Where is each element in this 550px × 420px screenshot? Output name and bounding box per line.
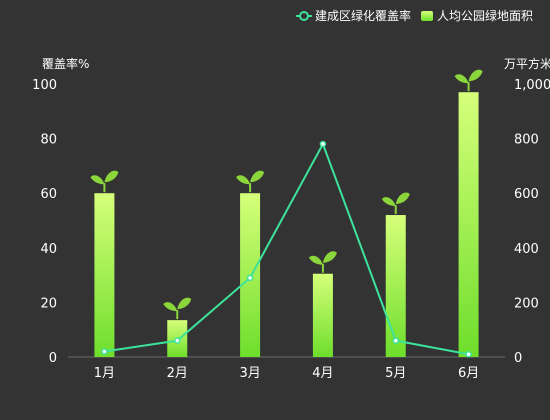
- legend-label-bar: 人均公园绿地面积: [437, 8, 533, 23]
- legend-item-bar[interactable]: 人均公园绿地面积: [421, 8, 533, 23]
- line-point[interactable]: [392, 337, 399, 344]
- bar-sprout-icons: [90, 69, 483, 320]
- right-axis-tick-label: 400: [514, 242, 539, 257]
- left-axis-tick-label: 60: [40, 187, 57, 202]
- right-axis-tick-label: 0: [514, 351, 522, 366]
- sprout-icon: [163, 297, 192, 320]
- legend: 建成区绿化覆盖率 人均公园绿地面积: [296, 8, 533, 23]
- right-axis-unit: 万平方米: [504, 56, 550, 71]
- right-axis-tick-label: 600: [514, 187, 539, 202]
- left-axis-tick-label: 80: [40, 133, 57, 148]
- right-axis-tick-label: 200: [514, 296, 539, 311]
- right-axis-tick-label: 800: [514, 133, 539, 148]
- line-point[interactable]: [174, 337, 181, 344]
- bar[interactable]: [385, 215, 406, 357]
- right-axis-ticks: 0 200 400 600 800 1,000: [514, 78, 550, 366]
- legend-bar-swatch: [421, 11, 433, 21]
- line-series: [101, 140, 472, 358]
- left-axis-ticks: 0 20 40 60 80 100: [32, 78, 57, 366]
- bar[interactable]: [312, 273, 333, 357]
- left-axis-tick-label: 100: [32, 78, 57, 93]
- line-point[interactable]: [319, 140, 327, 148]
- left-axis-tick-label: 20: [40, 296, 57, 311]
- x-axis-tick-label: 5月: [385, 366, 406, 381]
- x-axis-tick-label: 3月: [239, 366, 260, 381]
- line-path: [104, 141, 469, 356]
- sprout-icon: [236, 170, 265, 193]
- x-axis-ticks: 1月 2月 3月 4月 5月 6月: [94, 366, 479, 381]
- bar[interactable]: [94, 193, 115, 357]
- legend-label-line: 建成区绿化覆盖率: [315, 8, 411, 23]
- left-axis-unit: 覆盖率%: [42, 56, 89, 71]
- x-axis-tick-label: 4月: [312, 366, 333, 381]
- sprout-icon: [454, 69, 483, 92]
- x-axis-tick-label: 6月: [458, 366, 479, 381]
- sprout-icon: [381, 192, 410, 215]
- x-axis-tick-label: 2月: [167, 366, 188, 381]
- bar[interactable]: [458, 92, 479, 357]
- bar-series: [94, 92, 479, 357]
- line-point[interactable]: [246, 274, 254, 282]
- x-axis-tick-label: 1月: [94, 366, 115, 381]
- line-point[interactable]: [465, 351, 472, 358]
- line-point[interactable]: [101, 348, 108, 355]
- right-axis-tick-label: 1,000: [514, 78, 550, 93]
- legend-line-marker: [299, 11, 309, 21]
- sprout-icon: [308, 251, 337, 273]
- left-axis-tick-label: 0: [49, 351, 57, 366]
- sprout-icon: [90, 170, 119, 193]
- left-axis-tick-label: 40: [40, 242, 57, 257]
- legend-item-line[interactable]: 建成区绿化覆盖率: [296, 8, 411, 23]
